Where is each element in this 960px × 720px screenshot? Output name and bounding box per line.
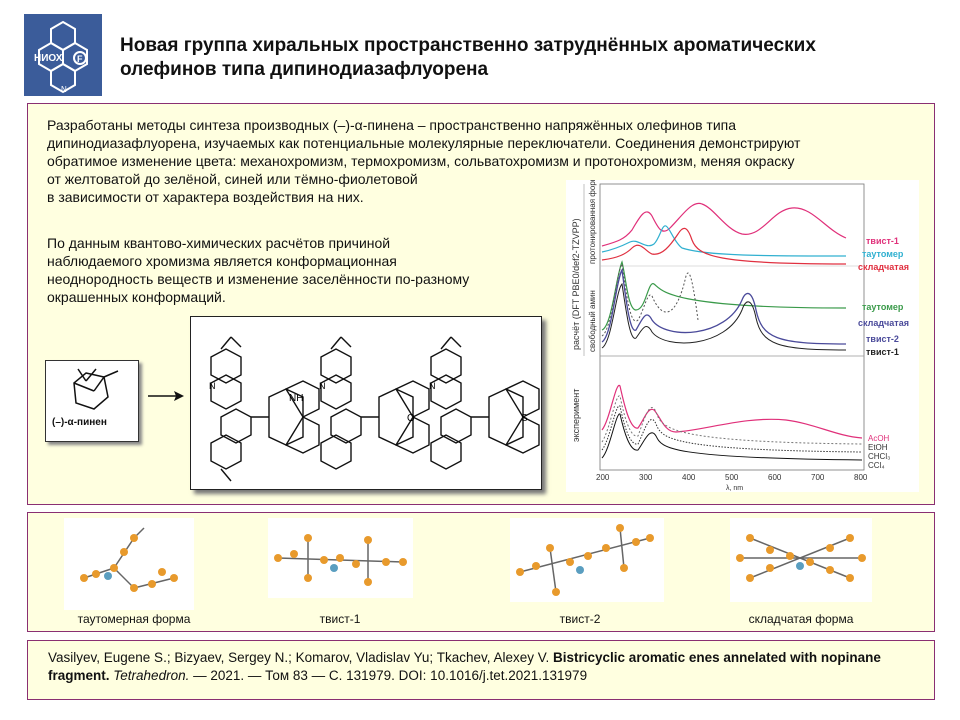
x-tick: 400 [682,473,696,482]
curve-tautomer-free [601,260,847,331]
legend-tautomer: таутомер [862,249,904,259]
intro-line: дипинодиазафлуорена, изучаемых как потен… [47,135,801,151]
conformer-label-twist1: твист-1 [319,612,361,626]
x-tick: 600 [768,473,782,482]
experiment-label: эксперимент [571,389,581,442]
legend-twist2: твист-2 [866,334,899,344]
quantum-text: По данным квантово-химических расчётов п… [47,234,469,306]
page-title: Новая группа хиральных пространственно з… [120,34,940,82]
tautomer-conformer-3d-icon [64,518,194,610]
folded-conformer-3d-icon [730,518,872,602]
nh-label: NH [289,393,303,404]
alpha-pinene-box: (–)-α-пинен [45,360,139,442]
title-line-1: Новая группа хиральных пространственно з… [120,35,816,56]
reference-journal: Tetrahedron. [113,668,190,683]
nioch-logo: НИОХ F N [24,14,102,96]
curve-folded-protonated [601,227,847,265]
s-label: S [521,413,528,424]
twist1-conformer-3d-icon [268,518,413,598]
logo-text: НИОХ [34,53,63,64]
dipinodiazafluorene-structures: NH O S N N N [209,336,540,482]
quantum-line: окрашенных конформаций. [47,289,226,305]
twist2-conformer-3d-icon [510,518,664,602]
curve-twist2-free [601,268,847,345]
intro-line: в зависимости от характера воздействия н… [47,189,364,205]
intro-line: обратимое изменение цвета: механохромизм… [47,153,795,169]
intro-line: от желтоватой до зелёной, синей или тёмн… [47,171,418,187]
x-tick: 800 [854,473,868,482]
structures-box: NH O S N N N [190,316,542,490]
logo-n: N [61,85,67,94]
curve-twist1-protonated [601,202,847,247]
curve-acoh [601,385,863,439]
reference-title: Bistricyclic aromatic enes annelated wit… [48,650,881,683]
curve-etoh [601,395,863,445]
x-tick: 200 [596,473,610,482]
x-tick: 500 [725,473,739,482]
alpha-pinene-label: (–)-α-пинен [52,417,107,428]
quantum-line: неоднородность веществ и изменение засел… [47,271,470,287]
quantum-line: наблюдаемого хромизма является конформац… [47,253,397,269]
legend-chcl3: CHCl₃ [868,452,890,461]
conformer-label-tautomer: таутомерная форма [77,612,191,626]
legend-folded-free: складчатая [858,318,909,328]
legend-acoh: AcOH [868,434,890,443]
quantum-line: По данным квантово-химических расчётов п… [47,235,391,251]
legend-twist1-free: твист-1 [866,347,899,357]
n-label: N [319,381,326,391]
reference-panel: Vasilyev, Eugene S.; Bizyaev, Sergey N.;… [27,640,935,700]
reference-details: — 2021. — Том 83 — С. 131979. DOI: 10.10… [189,668,588,683]
curve-twist1-free [601,282,847,351]
curve-ccl4 [601,413,863,461]
x-tick: 700 [811,473,825,482]
intro-line: Разработаны методы синтеза производных (… [47,117,737,133]
legend-tautomer-free: таутомер [862,302,904,312]
o-label: O [407,413,415,424]
conformer-label-folded: складчатая форма [748,612,854,626]
n-label: N [209,381,216,391]
calc-label: расчёт (DFT PBE0/def2-TZVPP) [571,218,581,350]
curve-chcl3 [601,405,863,453]
title-line-2: олефинов типа дипинодиазафлуорена [120,59,489,80]
reference-text: Vasilyev, Eugene S.; Bizyaev, Sergey N.;… [48,649,918,685]
reference-authors: Vasilyev, Eugene S.; Bizyaev, Sergey N.;… [48,650,554,665]
curve-tautomer-protonated [601,225,847,257]
reaction-arrow-icon [148,391,184,401]
free-amine-label: свободный амин [588,290,597,352]
legend-ccl4: CCl₄ [868,461,885,470]
logo-f: F [77,54,83,64]
legend-etoh: EtOH [868,443,888,452]
conformer-label-twist2: твист-2 [559,612,601,626]
legend-folded: складчатая [858,262,909,272]
absorption-spectra-figure: расчёт (DFT PBE0/def2-TZVPP) протонирова… [566,171,919,492]
n-label: N [429,381,436,391]
legend-twist1: твист-1 [866,236,899,246]
x-tick: 300 [639,473,653,482]
x-axis-label: λ, nm [726,485,743,492]
protonated-label: протонированная форма [588,180,597,264]
intro-text: Разработаны методы синтеза производных (… [47,116,800,206]
alpha-pinene-structure-icon [73,368,119,410]
